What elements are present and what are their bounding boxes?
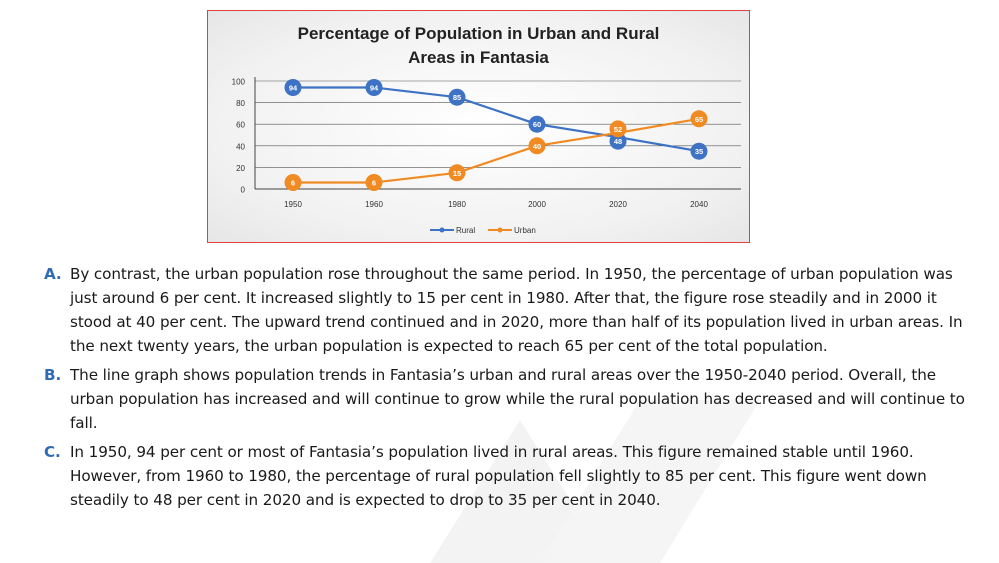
rural-point-marker: [448, 88, 466, 106]
urban-point-marker: [448, 164, 466, 182]
urban-point-marker: [690, 110, 708, 128]
x-tick-label: 1960: [365, 200, 383, 209]
chart-frame: Percentage of Population in Urban and Ru…: [207, 10, 750, 243]
rural-series-line: [293, 86, 700, 153]
urban-legend-label: Urban: [514, 226, 536, 235]
passage-b: B. The line graph shows population trend…: [44, 363, 974, 435]
chart-title-line-2: Areas in Fantasia: [408, 48, 549, 67]
x-tick-label: 2020: [609, 200, 627, 209]
x-tick-label: 2040: [690, 200, 708, 209]
chart-title: Percentage of Population in Urban and Ru…: [208, 22, 749, 70]
rural-point-marker: [609, 132, 627, 150]
urban-data-label: 65: [695, 115, 703, 124]
y-tick-label: 60: [236, 121, 245, 130]
rural-data-label: 85: [453, 93, 461, 102]
rural-point-marker: [365, 78, 383, 96]
y-tick-label: 80: [236, 99, 245, 108]
passage-list: A. By contrast, the urban population ros…: [44, 262, 974, 517]
urban-data-label: 6: [372, 179, 376, 188]
urban-data-label: 15: [453, 169, 461, 178]
rural-legend-label: Rural: [456, 226, 475, 235]
urban-point-marker: [609, 120, 627, 138]
y-tick-label: 20: [236, 164, 245, 173]
urban-data-label: 40: [533, 142, 541, 151]
y-tick-label: 0: [241, 186, 246, 195]
chart-title-line-1: Percentage of Population in Urban and Ru…: [297, 24, 660, 43]
urban-point-marker: [365, 174, 383, 192]
rural-legend-marker: [439, 227, 445, 233]
urban-series-line: [293, 117, 700, 184]
passage-a-text: By contrast, the urban population rose t…: [70, 265, 963, 355]
urban-point-marker: [284, 174, 302, 192]
passage-c: C. In 1950, 94 per cent or most of Fanta…: [44, 440, 974, 512]
rural-data-label: 48: [614, 137, 622, 146]
passage-b-text: The line graph shows population trends i…: [70, 366, 965, 432]
urban-point-marker: [528, 137, 546, 155]
urban-data-label: 52: [614, 125, 622, 134]
rural-point-marker: [528, 115, 546, 133]
rural-data-label: 35: [695, 147, 703, 156]
passage-a-letter: A.: [44, 265, 62, 283]
x-tick-label: 2000: [528, 200, 546, 209]
rural-data-label: 60: [533, 120, 541, 129]
x-tick-label: 1980: [448, 200, 466, 209]
passage-c-text: In 1950, 94 per cent or most of Fantasia…: [70, 443, 927, 509]
rural-data-label: 94: [370, 83, 379, 92]
y-tick-label: 40: [236, 142, 245, 151]
urban-data-label: 6: [291, 179, 295, 188]
y-tick-label: 100: [232, 78, 246, 87]
urban-legend-marker: [497, 227, 503, 233]
rural-point-marker: [284, 78, 302, 96]
rural-point-marker: [690, 142, 708, 160]
passage-c-letter: C.: [44, 443, 61, 461]
x-tick-label: 1950: [284, 200, 302, 209]
rural-data-label: 94: [289, 83, 298, 92]
passage-a: A. By contrast, the urban population ros…: [44, 262, 974, 358]
passage-b-letter: B.: [44, 366, 62, 384]
